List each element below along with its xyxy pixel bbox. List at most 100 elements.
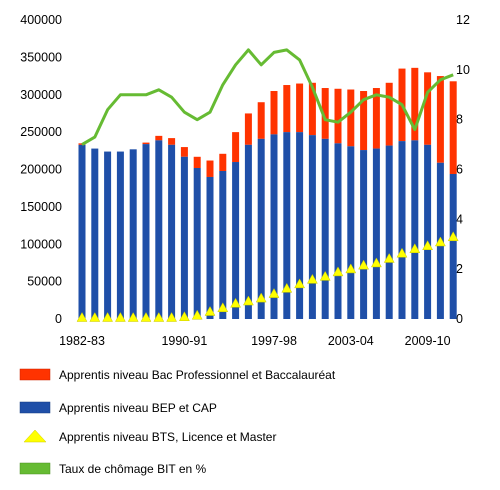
bar-bac-pro <box>142 142 150 145</box>
bar-bac-pro <box>180 147 188 157</box>
triangle-bts <box>166 311 178 322</box>
legend-swatch-bts <box>23 429 47 443</box>
bar-bac-pro <box>270 91 278 135</box>
triangle-bts <box>319 270 331 281</box>
bar-bep-cap <box>398 141 406 319</box>
bar-bac-pro <box>411 67 419 141</box>
triangle-bts <box>140 311 152 322</box>
bar-bep-cap <box>372 148 380 319</box>
legend-label-bac-pro: Apprentis niveau Bac Professionnel et Ba… <box>59 368 336 382</box>
triangle-bts <box>191 309 203 320</box>
triangle-bts <box>294 278 306 289</box>
bar-bac-pro <box>360 91 368 151</box>
bar-bac-pro <box>206 160 214 177</box>
bar-bac-pro <box>155 135 163 141</box>
legend-label-bts: Apprentis niveau BTS, Licence et Master <box>59 430 276 444</box>
triangle-bts <box>217 302 229 313</box>
bar-bep-cap <box>129 149 137 319</box>
bar-bep-cap <box>321 138 329 319</box>
bar-bac-pro <box>244 113 252 145</box>
right-tick-label: 4 <box>456 212 463 226</box>
legend-swatch-bep-cap <box>19 401 51 414</box>
bar-bep-cap <box>180 156 188 319</box>
bar-bep-cap <box>347 146 355 319</box>
triangle-bts <box>114 311 126 322</box>
triangle-bts <box>383 252 395 263</box>
right-tick-label: 10 <box>456 63 470 77</box>
left-tick-label: 200000 <box>20 163 62 177</box>
bar-bac-pro <box>347 89 355 147</box>
line-chomage <box>81 48 454 146</box>
triangle-bts <box>434 236 446 247</box>
bar-bac-pro <box>168 138 176 145</box>
triangle-bts <box>127 311 139 322</box>
bar-bep-cap <box>232 162 240 319</box>
bar-bac-pro <box>283 85 291 133</box>
bar-bep-cap <box>424 144 432 319</box>
bar-bac-pro <box>385 82 393 146</box>
triangle-bts <box>268 288 280 298</box>
right-tick-label: 0 <box>456 312 463 326</box>
legend: Apprentis niveau Bac Professionnel et Ba… <box>19 368 336 476</box>
bar-bep-cap <box>449 173 457 319</box>
triangle-bts <box>255 292 267 303</box>
triangle-bts <box>447 231 459 242</box>
bar-bep-cap <box>334 143 342 319</box>
left-tick-label: 300000 <box>20 88 62 102</box>
left-tick-label: 50000 <box>27 275 62 289</box>
line-series <box>81 48 454 146</box>
triangle-bts <box>281 282 293 293</box>
bar-bac-pro <box>449 81 457 174</box>
bar-bac-pro <box>436 76 444 163</box>
bar-bac-pro <box>193 156 201 169</box>
legend-label-chomage: Taux de chômage BIT en % <box>59 462 207 476</box>
x-tick-label: 1982-83 <box>59 334 105 348</box>
x-axis-ticks: 1982-83 1990-91 1997-98 2003-04 2009-10 <box>59 334 451 348</box>
bar-bep-cap <box>270 134 278 319</box>
bar-series <box>78 67 457 319</box>
bar-bep-cap <box>385 145 393 319</box>
triangle-bts <box>242 295 254 306</box>
left-tick-label: 400000 <box>20 13 62 27</box>
bar-bep-cap <box>142 144 150 319</box>
bar-bac-pro <box>308 82 316 136</box>
bar-bac-pro <box>232 132 240 163</box>
bar-bep-cap <box>411 140 419 319</box>
bar-bac-pro <box>296 83 304 133</box>
bar-bep-cap <box>104 151 112 319</box>
triangle-bts <box>89 311 101 322</box>
triangle-bts <box>345 263 357 274</box>
x-tick-label: 2009-10 <box>405 334 451 348</box>
triangle-bts <box>178 311 190 322</box>
bar-bep-cap <box>360 150 368 319</box>
bar-bep-cap <box>155 140 163 319</box>
triangle-bts <box>153 311 165 322</box>
left-tick-label: 100000 <box>20 237 62 251</box>
left-tick-label: 150000 <box>20 200 62 214</box>
right-tick-label: 12 <box>456 13 470 27</box>
triangle-bts <box>204 306 216 316</box>
bar-bep-cap <box>283 132 291 319</box>
bar-bac-pro <box>321 88 329 139</box>
legend-swatch-chomage <box>19 462 51 475</box>
triangle-bts <box>370 257 382 268</box>
bar-bep-cap <box>206 176 214 319</box>
legend-swatch-bac-pro <box>19 368 51 381</box>
triangle-bts <box>409 243 421 253</box>
right-tick-label: 6 <box>456 163 463 177</box>
right-axis-ticks: 0 2 4 6 8 10 12 <box>456 13 470 326</box>
bar-bep-cap <box>78 144 86 319</box>
bar-bep-cap <box>116 151 124 319</box>
triangle-bts <box>422 240 434 250</box>
left-tick-label: 0 <box>55 312 62 326</box>
bar-bep-cap <box>257 138 265 319</box>
triangle-series <box>76 231 459 322</box>
triangle-bts <box>332 266 344 277</box>
bar-bep-cap <box>193 168 201 319</box>
x-tick-label: 1990-91 <box>161 334 207 348</box>
bar-bac-pro <box>334 88 342 144</box>
right-tick-label: 8 <box>456 113 463 127</box>
x-tick-label: 1997-98 <box>251 334 297 348</box>
triangle-bts <box>396 247 408 258</box>
bar-bac-pro <box>372 88 380 149</box>
